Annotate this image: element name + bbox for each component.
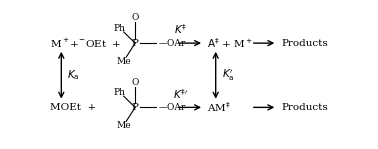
Text: $\mathrm{A}^{\ddagger}$ + M$^+$: $\mathrm{A}^{\ddagger}$ + M$^+$	[207, 36, 253, 50]
Text: Ph: Ph	[114, 24, 126, 33]
Text: —OAr: —OAr	[159, 39, 186, 48]
Text: Me: Me	[116, 57, 131, 66]
Text: P: P	[132, 39, 139, 48]
Text: Products: Products	[282, 39, 328, 48]
Text: —OAr: —OAr	[159, 103, 186, 112]
Text: O: O	[132, 13, 139, 22]
Text: AM$^{\ddagger}$: AM$^{\ddagger}$	[207, 100, 231, 114]
Text: $K_{\mathrm{a}}$: $K_{\mathrm{a}}$	[67, 68, 80, 82]
Text: M$^+$+$^{-}$OEt  +: M$^+$+$^{-}$OEt +	[50, 37, 122, 50]
Text: Ph: Ph	[114, 88, 126, 97]
Text: O: O	[132, 78, 139, 87]
Text: Products: Products	[282, 103, 328, 112]
Text: P: P	[132, 103, 139, 112]
Text: MOEt  +: MOEt +	[50, 103, 96, 112]
Text: $K^{\ddagger\prime}$: $K^{\ddagger\prime}$	[173, 87, 188, 101]
Text: $K_{\mathrm{a}}^{\prime}$: $K_{\mathrm{a}}^{\prime}$	[222, 67, 234, 83]
Text: $K^{\ddagger}$: $K^{\ddagger}$	[174, 22, 187, 36]
Text: Me: Me	[116, 121, 131, 130]
